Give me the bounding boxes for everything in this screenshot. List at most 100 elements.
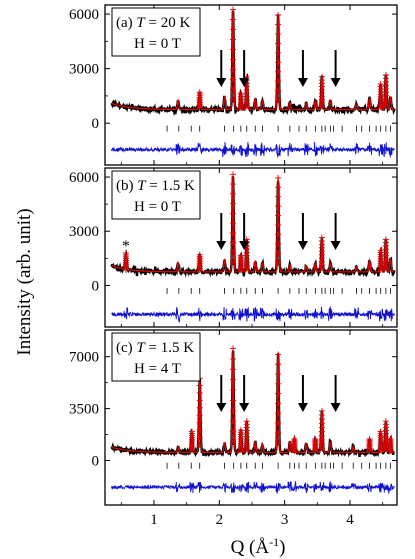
peak-marker [230, 36, 237, 43]
peak-marker [275, 21, 282, 28]
peak-marker [122, 250, 129, 257]
peak-marker [230, 239, 237, 246]
peak-marker [275, 97, 282, 104]
peak-marker [366, 436, 373, 443]
peak-markers-a-0 [196, 89, 203, 111]
peak-marker [377, 428, 384, 435]
star-annotation-b-0: * [122, 238, 130, 255]
peak-marker [230, 171, 237, 178]
peak-marker [318, 73, 325, 80]
peak-marker [275, 30, 282, 37]
peak-marker [230, 355, 237, 362]
panels-group: 0 3000 6000 (a) T = 20 K H = 0 T 0 3000 6000 * (b… [69, 4, 398, 528]
peak-marker [230, 229, 237, 236]
peak-marker [275, 400, 282, 407]
peak-marker [275, 59, 282, 66]
peak-marker [275, 11, 282, 18]
panel-c-frame [104, 329, 398, 506]
arrow-head-b-2 [297, 241, 308, 250]
peak-marker [230, 345, 237, 352]
peak-marker [230, 181, 237, 188]
peak-marker [275, 371, 282, 378]
peak-markers-c-10 [377, 428, 384, 454]
peak-marker [275, 231, 282, 238]
peak-marker [275, 221, 282, 228]
y-tick-label-c-2: 7000 [69, 350, 99, 366]
y-tick-label-c-0: 0 [92, 454, 100, 470]
peak-markers-a-7 [382, 72, 389, 110]
peak-marker [196, 251, 203, 258]
peak-marker [230, 210, 237, 217]
peak-marker [275, 240, 282, 247]
peak-marker [230, 76, 237, 83]
arrow-head-a-0 [216, 78, 227, 87]
peak-marker [377, 81, 384, 88]
x-tick-label-2: 3 [281, 512, 289, 528]
peak-marker [196, 434, 203, 441]
peak-marker [196, 382, 203, 389]
y-tick-label-a-0: 0 [92, 116, 100, 132]
calculated-series-a [111, 10, 395, 111]
peak-markers-b-8 [382, 236, 389, 272]
panel-label-field-a: H = 0 T [134, 36, 181, 52]
peak-marker [312, 436, 319, 443]
calculated-series-c [111, 349, 395, 453]
peak-marker [196, 427, 203, 434]
panel-label-box-b [111, 170, 201, 220]
peak-markers-c-2 [230, 345, 237, 445]
peak-marker [230, 96, 237, 103]
peak-markers-b-2 [230, 171, 237, 266]
peak-marker [230, 259, 237, 266]
arrow-head-c-3 [330, 403, 341, 412]
peak-markers-c-3 [237, 427, 244, 454]
peak-marker [382, 236, 389, 243]
arrow-head-b-0 [216, 241, 227, 250]
y-tick-label-a-1: 3000 [69, 62, 99, 78]
peak-marker [230, 6, 237, 13]
peak-marker [318, 234, 325, 241]
peak-marker [377, 247, 384, 254]
peak-marker [230, 16, 237, 23]
x-tick-label-1: 2 [216, 512, 224, 528]
peak-marker [196, 404, 203, 411]
peak-marker [237, 427, 244, 434]
panel-b-frame [104, 167, 398, 328]
peak-marker [275, 439, 282, 446]
panel-label-field-b: H = 0 T [134, 199, 181, 215]
panel-c: 1 2 3 4 0 3500 7000 (c) T = 1.5 K H = 4 T [69, 329, 398, 528]
arrow-head-c-1 [239, 403, 250, 412]
peak-marker [275, 390, 282, 397]
arrow-head-b-3 [330, 241, 341, 250]
arrow-head-a-2 [297, 78, 308, 87]
peak-marker [318, 407, 325, 414]
peak-marker [230, 397, 237, 404]
peak-marker [230, 428, 237, 435]
difference-series-c [111, 480, 395, 495]
peak-marker [230, 418, 237, 425]
panel-a: 0 3000 6000 (a) T = 20 K H = 0 T [69, 4, 398, 166]
arrow-head-a-1 [239, 78, 250, 87]
peak-marker [275, 212, 282, 219]
peak-marker [196, 397, 203, 404]
panel-label-box-c [111, 332, 201, 382]
peak-marker [275, 259, 282, 266]
peak-markers-b-6 [318, 234, 325, 272]
peak-marker [230, 66, 237, 73]
peak-marker [230, 366, 237, 373]
peak-marker [275, 419, 282, 426]
peak-marker [275, 380, 282, 387]
y-tick-label-b-2: 6000 [69, 170, 99, 186]
peak-marker [275, 250, 282, 257]
peak-markers-a-2 [237, 90, 244, 111]
panel-label-field-c: H = 4 T [134, 361, 181, 377]
y-tick-label-b-0: 0 [92, 278, 100, 294]
peak-marker [275, 68, 282, 75]
peak-markers-c-0 [188, 428, 195, 454]
peak-markers-c-12 [387, 436, 394, 455]
peak-markers-c-6 [291, 436, 298, 455]
peak-marker [196, 419, 203, 426]
peak-marker [275, 78, 282, 85]
peak-markers-b-7 [377, 247, 384, 273]
peak-markers-a-5 [318, 73, 325, 110]
peak-marker [196, 390, 203, 397]
